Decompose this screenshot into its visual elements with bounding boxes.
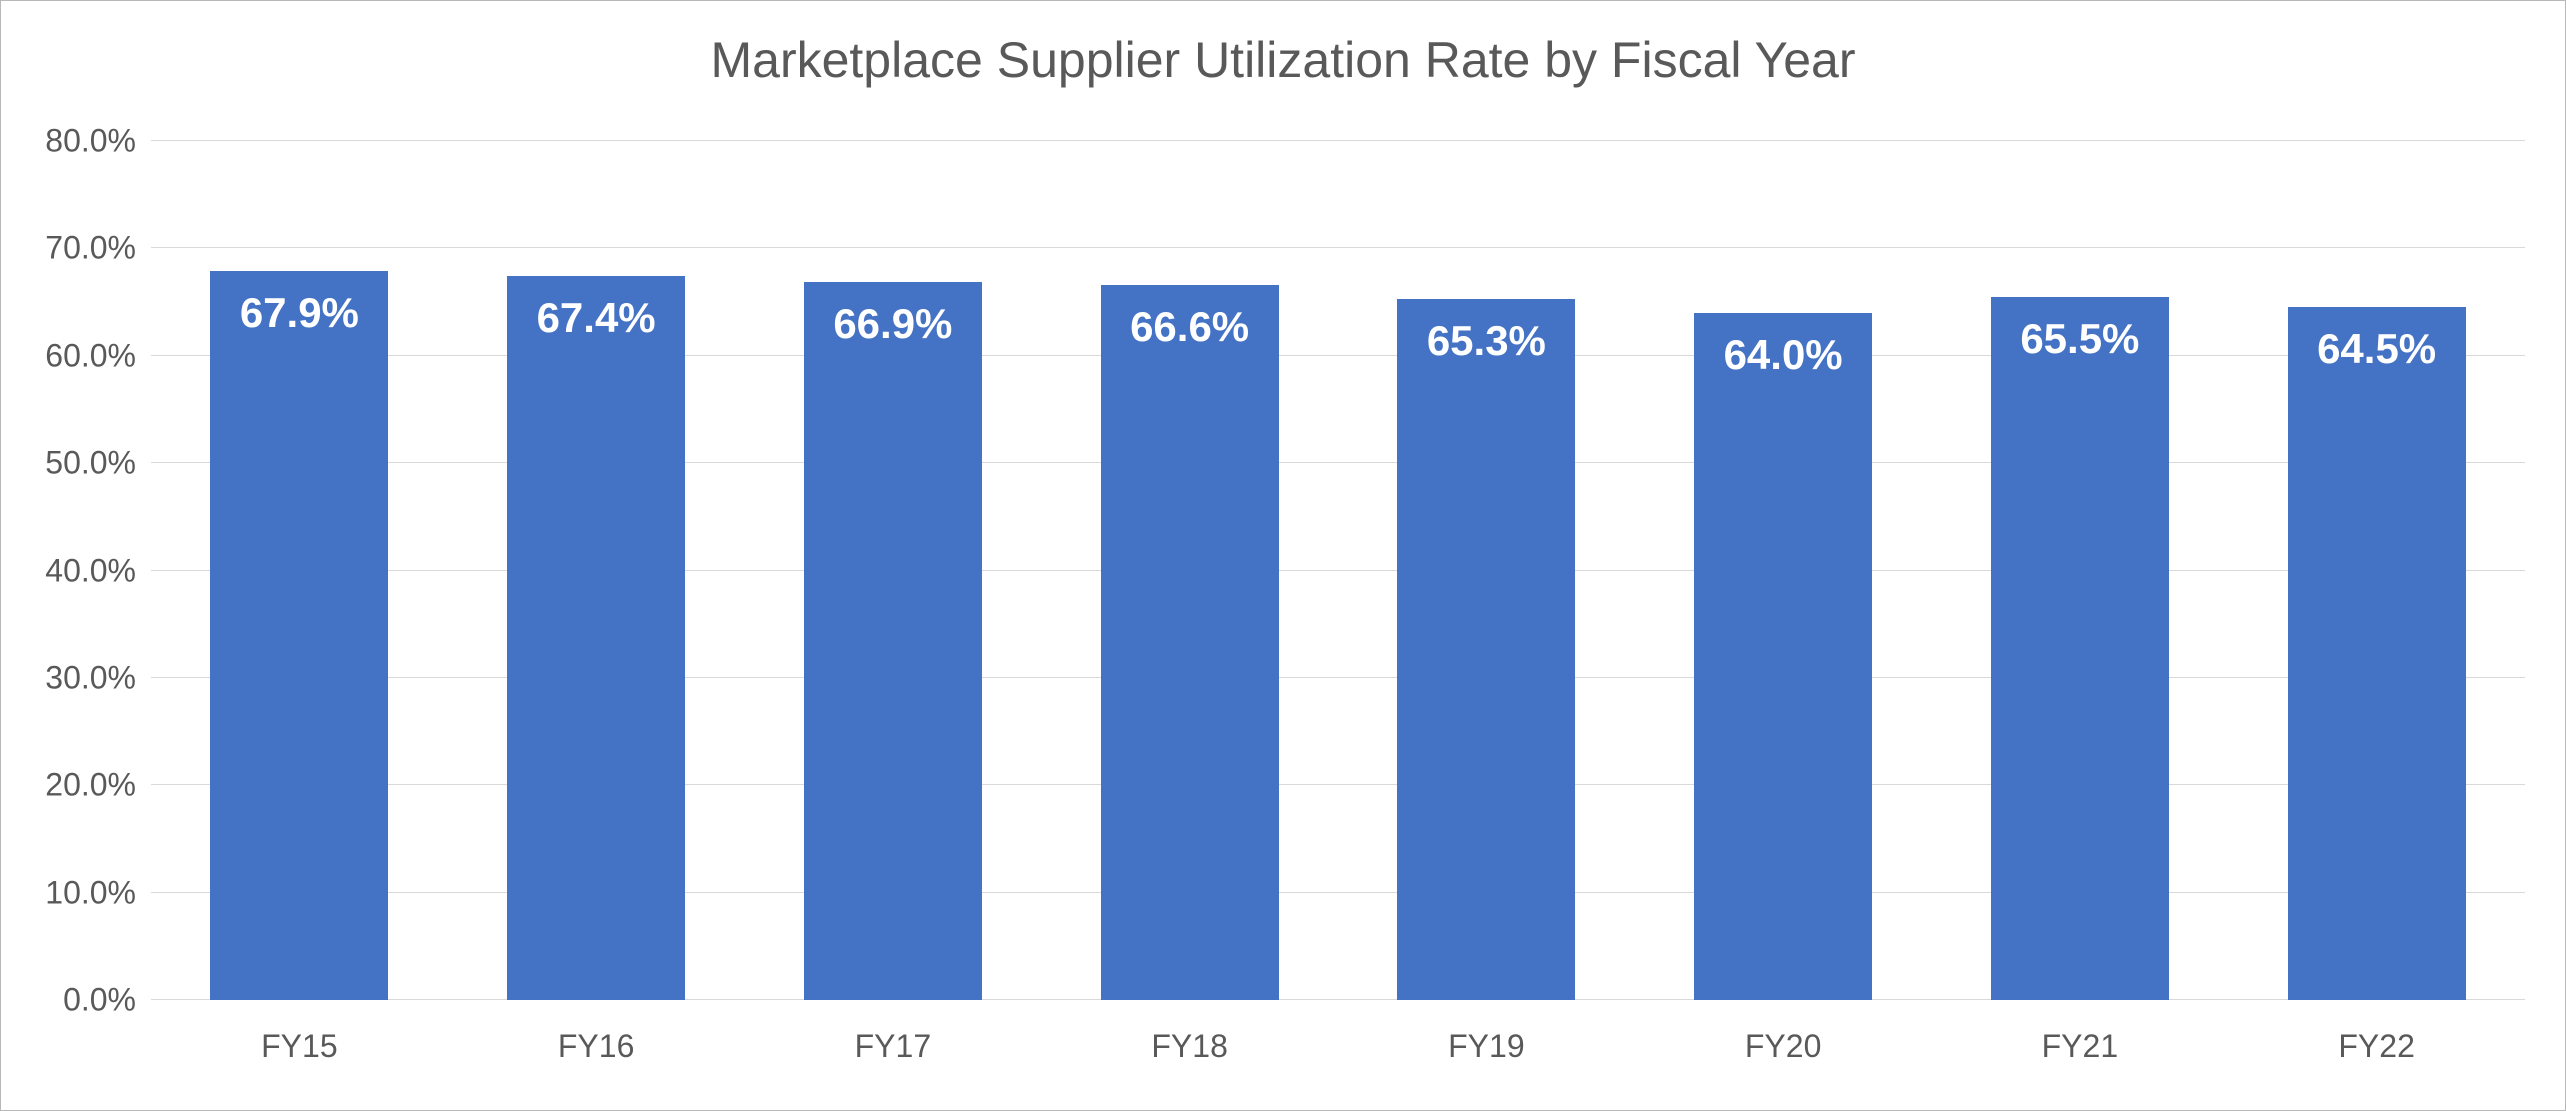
y-tick-label: 70.0% [45, 230, 151, 267]
x-tick-label: FY22 [2228, 1010, 2525, 1110]
chart-container: Marketplace Supplier Utilization Rate by… [0, 0, 2566, 1111]
bars-row: 67.9% 67.4% 66.9% 66.6% 65.3% [151, 141, 2525, 1000]
y-tick-label: 40.0% [45, 552, 151, 589]
bar-slot: 65.3% [1338, 141, 1635, 1000]
y-tick-label: 80.0% [45, 123, 151, 160]
bar-slot: 64.0% [1635, 141, 1932, 1000]
bar-value-label: 64.0% [1694, 331, 1872, 379]
y-tick-label: 30.0% [45, 659, 151, 696]
bar-value-label: 66.9% [804, 300, 982, 348]
plot-area: 80.0% 70.0% 60.0% 50.0% 40.0% 30.0% 20.0… [151, 141, 2525, 1000]
bar-fy15: 67.9% [210, 271, 388, 1000]
bar-fy18: 66.6% [1101, 285, 1279, 1000]
bar-value-label: 66.6% [1101, 303, 1279, 351]
bar-value-label: 64.5% [2288, 325, 2466, 373]
bar-slot: 67.9% [151, 141, 448, 1000]
bar-value-label: 67.9% [210, 289, 388, 337]
bar-fy16: 67.4% [507, 276, 685, 1000]
y-tick-label: 0.0% [63, 982, 151, 1019]
x-tick-label: FY21 [1932, 1010, 2229, 1110]
x-tick-label: FY16 [448, 1010, 745, 1110]
bar-fy22: 64.5% [2288, 307, 2466, 1000]
y-tick-label: 20.0% [45, 767, 151, 804]
y-tick-label: 50.0% [45, 445, 151, 482]
chart-title: Marketplace Supplier Utilization Rate by… [1, 31, 2565, 89]
bar-value-label: 65.5% [1991, 315, 2169, 363]
bar-fy20: 64.0% [1694, 313, 1872, 1000]
bar-value-label: 65.3% [1397, 317, 1575, 365]
x-tick-label: FY17 [745, 1010, 1042, 1110]
bar-fy21: 65.5% [1991, 297, 2169, 1000]
x-tick-label: FY19 [1338, 1010, 1635, 1110]
bar-fy19: 65.3% [1397, 299, 1575, 1000]
x-tick-label: FY18 [1041, 1010, 1338, 1110]
x-axis-labels: FY15 FY16 FY17 FY18 FY19 FY20 FY21 FY22 [151, 1010, 2525, 1110]
bar-slot: 67.4% [448, 141, 745, 1000]
y-tick-label: 10.0% [45, 874, 151, 911]
bar-slot: 66.6% [1041, 141, 1338, 1000]
y-tick-label: 60.0% [45, 337, 151, 374]
bar-slot: 65.5% [1932, 141, 2229, 1000]
bar-fy17: 66.9% [804, 282, 982, 1000]
bar-slot: 66.9% [745, 141, 1042, 1000]
x-tick-label: FY15 [151, 1010, 448, 1110]
x-tick-label: FY20 [1635, 1010, 1932, 1110]
bar-slot: 64.5% [2228, 141, 2525, 1000]
bar-value-label: 67.4% [507, 294, 685, 342]
